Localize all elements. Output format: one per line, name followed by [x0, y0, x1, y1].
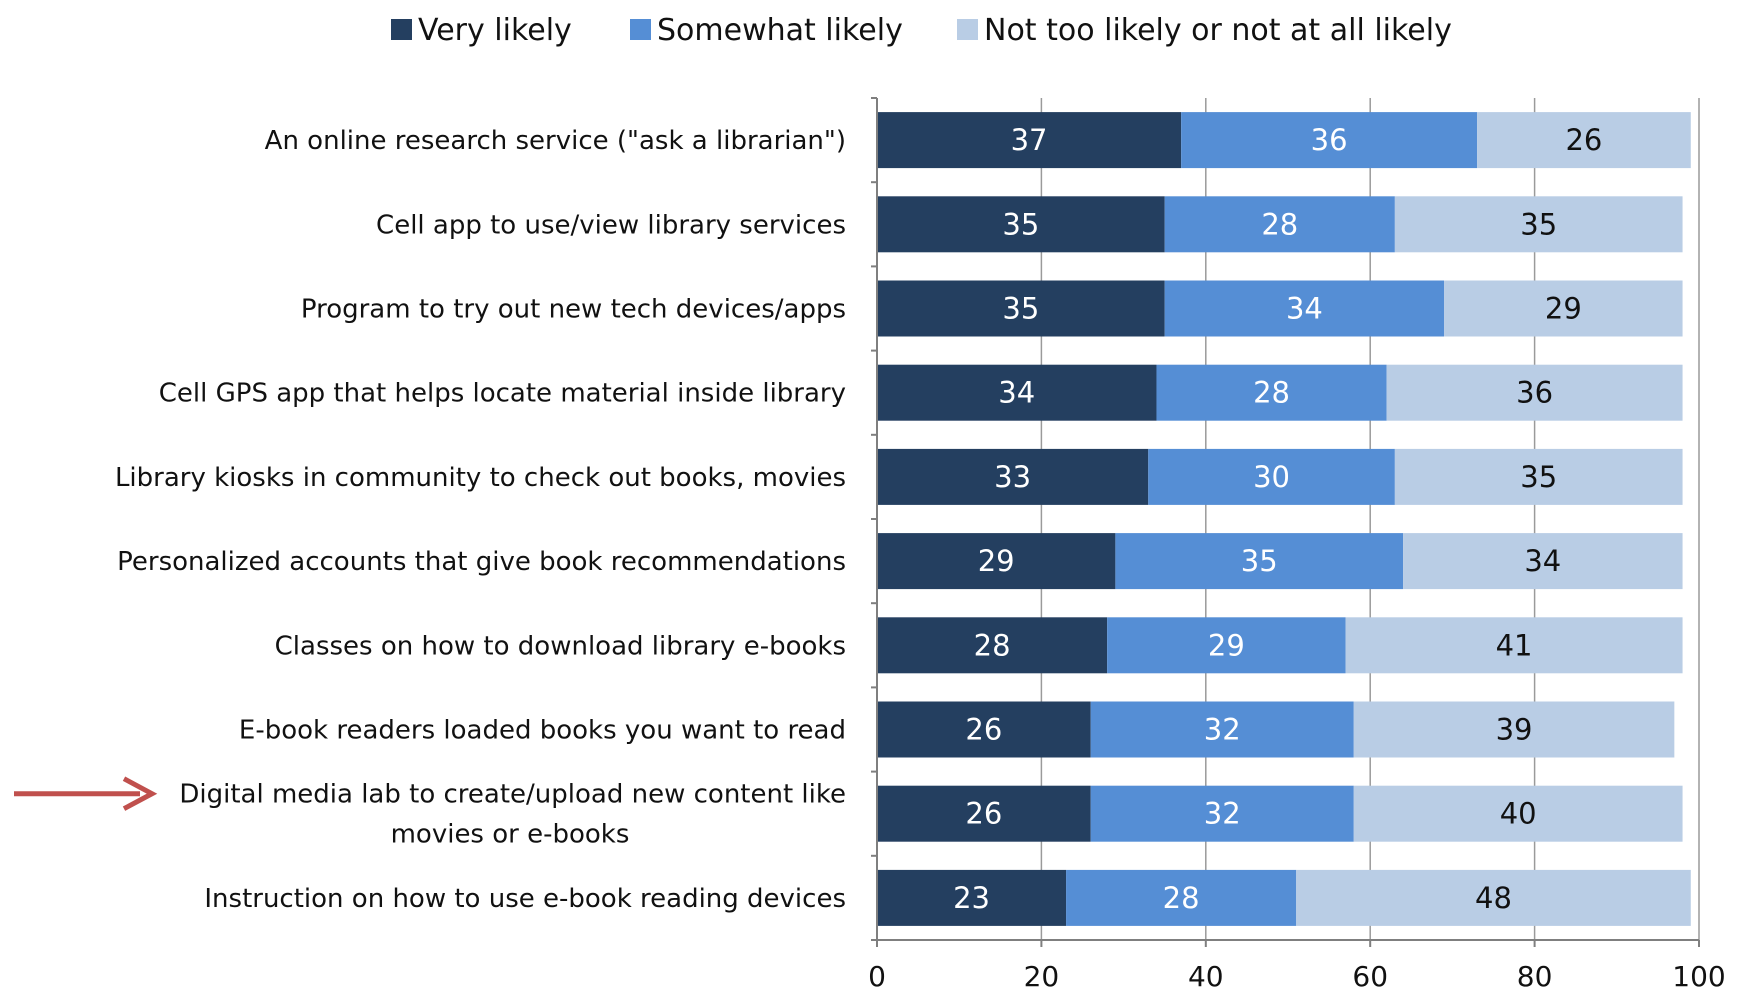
axes: 0 20 40 60 80 100 [868, 97, 1726, 993]
bar-segment [877, 448, 1149, 505]
annotation [14, 776, 158, 811]
bar-segment [1066, 869, 1297, 926]
x-tick-label: 80 [1517, 960, 1553, 993]
x-tick-label: 60 [1352, 960, 1388, 993]
data-label: 23 [953, 881, 990, 915]
data-label: 36 [1516, 376, 1553, 410]
data-label: 32 [1204, 797, 1241, 831]
bar-segment [1353, 701, 1675, 758]
bar-segment [877, 533, 1116, 590]
data-label: 40 [1500, 797, 1537, 831]
category-label: Digital media lab to create/upload new c… [179, 780, 846, 810]
category-label: Cell app to use/view library services [376, 210, 846, 240]
x-tick-label: 40 [1188, 960, 1224, 993]
data-label: 28 [1261, 207, 1298, 241]
data-label: 26 [1565, 123, 1602, 157]
legend-label: Somewhat likely [657, 13, 903, 48]
bar-segment [1090, 785, 1354, 842]
bar-segment [1345, 617, 1683, 674]
bar-segment [877, 364, 1157, 421]
bar-segment [877, 112, 1182, 169]
legend-item: Not too likely or not at all likely [957, 13, 1452, 48]
data-label: 29 [1208, 628, 1245, 662]
data-label: 35 [1520, 460, 1557, 494]
x-tick-label: 20 [1024, 960, 1060, 993]
bar-segment [1296, 869, 1691, 926]
category-label: E-book readers loaded books you want to … [239, 716, 846, 746]
category-label: Instruction on how to use e-book reading… [204, 884, 846, 914]
data-label: 35 [1520, 207, 1557, 241]
legend-label: Very likely [418, 13, 572, 48]
data-label: 34 [998, 376, 1035, 410]
category-label: Library kiosks in community to check out… [115, 463, 846, 493]
bar-segment [877, 785, 1091, 842]
category-label: Classes on how to download library e-boo… [275, 631, 846, 661]
bar-segment [1403, 533, 1683, 590]
data-label: 35 [1241, 544, 1278, 578]
data-label: 26 [965, 797, 1002, 831]
chart-legend: Very likely Somewhat likely Not too likely… [391, 13, 1452, 48]
data-label: 34 [1524, 544, 1561, 578]
category-labels: An online research service ("ask a libra… [115, 126, 846, 914]
legend-label: Not too likely or not at all likely [984, 13, 1452, 48]
bar-segment [877, 280, 1165, 337]
bar-segment [1181, 112, 1478, 169]
data-label: 48 [1475, 881, 1512, 915]
bar-segment [1386, 364, 1683, 421]
data-label: 32 [1204, 713, 1241, 747]
data-label: 34 [1286, 292, 1323, 326]
data-label: 30 [1253, 460, 1290, 494]
arrow-head [122, 776, 158, 811]
data-label: 28 [974, 628, 1011, 662]
legend-swatch [957, 19, 978, 40]
bar-segment [1156, 364, 1387, 421]
bar-segment [1444, 280, 1683, 337]
category-label: Program to try out new tech devices/apps [301, 295, 846, 325]
bar-segment [1115, 533, 1404, 590]
bar-segment [1394, 196, 1683, 253]
legend-swatch [630, 19, 651, 40]
bar-segment [877, 701, 1091, 758]
data-label: 33 [994, 460, 1031, 494]
category-label: Cell GPS app that helps locate material … [159, 379, 846, 409]
bar-segment [877, 617, 1108, 674]
bar-segment [877, 869, 1067, 926]
bar-segment [1394, 448, 1683, 505]
data-label: 36 [1311, 123, 1348, 157]
bars: 37 36 26 35 28 35 35 34 29 34 28 36 33 30 35 29 35 34 28 29… [877, 112, 1691, 926]
bar-segment [1477, 112, 1691, 169]
data-label: 41 [1496, 628, 1533, 662]
bar-segment [1107, 617, 1346, 674]
data-label: 26 [965, 713, 1002, 747]
x-tick-label: 100 [1672, 960, 1725, 993]
bar-segment [1164, 280, 1445, 337]
bar-segment [1353, 785, 1683, 842]
data-label: 39 [1496, 713, 1533, 747]
data-label: 29 [978, 544, 1015, 578]
legend-swatch [391, 19, 412, 40]
bar-segment [1148, 448, 1395, 505]
bar-segment [877, 196, 1165, 253]
category-label: movies or e-books [391, 820, 630, 850]
category-label: Personalized accounts that give book rec… [117, 547, 846, 577]
data-label: 29 [1545, 292, 1582, 326]
data-label: 37 [1011, 123, 1048, 157]
legend-item: Somewhat likely [630, 13, 903, 48]
data-label: 35 [1002, 207, 1039, 241]
data-label: 28 [1253, 376, 1290, 410]
data-label: 28 [1163, 881, 1200, 915]
x-tick-label: 0 [868, 960, 886, 993]
category-label: An online research service ("ask a libra… [265, 126, 846, 156]
legend-item: Very likely [391, 13, 572, 48]
bar-segment [1164, 196, 1395, 253]
data-label: 35 [1002, 292, 1039, 326]
bar-segment [1090, 701, 1354, 758]
